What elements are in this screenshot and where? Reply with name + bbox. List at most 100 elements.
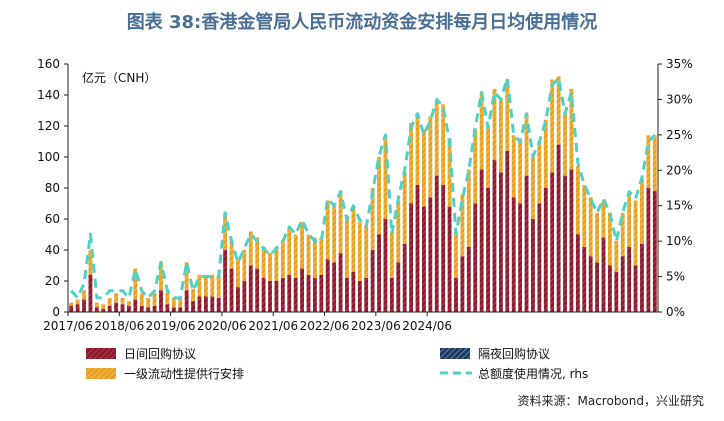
bar-term-59	[447, 138, 452, 207]
bar-term-77	[563, 113, 567, 176]
bar-intraday-90	[646, 188, 651, 312]
bar-intraday-73	[537, 203, 542, 312]
bar-intraday-6	[107, 305, 112, 312]
bar-intraday-26	[236, 287, 240, 312]
bar-intraday-14	[159, 290, 163, 312]
bar-term-75	[550, 79, 555, 173]
bar-intraday-20	[197, 296, 202, 312]
bar-term-16	[171, 298, 176, 308]
bar-intraday-22	[210, 296, 215, 312]
bar-intraday-89	[640, 243, 644, 312]
bar-intraday-44	[351, 271, 356, 312]
bar-term-91	[652, 135, 657, 192]
bar-intraday-35	[293, 277, 298, 312]
bar-term-68	[505, 79, 510, 151]
bar-intraday-91	[652, 191, 657, 312]
bar-term-32	[274, 246, 279, 281]
bar-term-52	[402, 172, 407, 244]
bar-intraday-56	[428, 197, 433, 312]
bar-intraday-69	[511, 197, 516, 312]
bar-term-7	[114, 293, 119, 303]
bar-term-29	[255, 237, 260, 269]
bar-term-9	[127, 301, 131, 306]
bar-intraday-9	[127, 305, 131, 312]
bar-intraday-48	[377, 234, 381, 312]
y2-tick-label-0: 0%	[666, 305, 685, 319]
bar-intraday-80	[582, 246, 587, 312]
bar-term-19	[191, 288, 195, 302]
bar-intraday-33	[280, 277, 285, 312]
bar-term-74	[543, 119, 548, 188]
x-tick-label-7: 2024/06	[402, 319, 452, 333]
legend-swatch-overnight	[440, 348, 470, 359]
legend: 日间回购协议 隔夜回购协议 一级流动性提供行安排 总额度使用情况, rhs	[86, 346, 588, 381]
bar-term-57	[434, 101, 439, 176]
bar-intraday-19	[191, 301, 195, 312]
bar-term-51	[396, 200, 401, 263]
bar-intraday-81	[588, 256, 593, 312]
bar-term-25	[229, 240, 234, 269]
y-tick-label-8: 160	[37, 57, 60, 71]
y2-tick-label-6: 30%	[666, 92, 693, 106]
bar-intraday-51	[396, 262, 401, 312]
bar-intraday-28	[248, 265, 253, 312]
bar-intraday-32	[274, 281, 279, 312]
bar-intraday-61	[460, 256, 465, 312]
bar-intraday-3	[88, 274, 93, 312]
bar-intraday-85	[614, 271, 619, 312]
bar-intraday-46	[364, 277, 369, 312]
bar-intraday-15	[165, 304, 170, 312]
bar-intraday-53	[409, 203, 414, 312]
x-tick-label-4: 2021/06	[248, 319, 298, 333]
bar-term-56	[428, 116, 433, 198]
bar-term-85	[614, 240, 619, 272]
legend-label-term: 一级流动性提供行安排	[124, 366, 244, 381]
bar-intraday-47	[370, 250, 375, 312]
bar-term-66	[492, 88, 497, 161]
bar-term-80	[582, 184, 587, 247]
y-tick-label-0: 0	[52, 305, 60, 319]
bar-term-60	[454, 231, 458, 278]
bar-term-76	[556, 76, 561, 145]
bar-intraday-16	[171, 307, 176, 312]
bar-term-42	[338, 191, 343, 254]
bar-intraday-83	[601, 237, 606, 312]
bar-term-33	[280, 240, 285, 278]
bar-intraday-59	[447, 206, 452, 312]
bar-intraday-17	[178, 307, 183, 312]
y-tick-label-2: 40	[45, 243, 60, 257]
y2-tick-label-2: 10%	[666, 234, 693, 248]
bar-intraday-13	[152, 305, 157, 312]
bar-intraday-24	[223, 250, 228, 312]
bar-intraday-1	[75, 304, 80, 312]
bar-term-82	[595, 212, 599, 263]
bar-intraday-49	[383, 219, 388, 312]
bar-term-4	[94, 302, 99, 308]
bar-term-35	[293, 234, 298, 278]
bar-intraday-29	[255, 268, 260, 312]
bar-intraday-67	[498, 172, 503, 312]
bar-intraday-4	[94, 307, 99, 312]
y2-tick-label-1: 5%	[666, 270, 685, 284]
bar-term-47	[370, 188, 375, 250]
bar-term-31	[268, 253, 272, 281]
bar-term-28	[248, 231, 253, 266]
bar-term-90	[646, 135, 651, 188]
bar-intraday-27	[242, 281, 247, 312]
bar-intraday-5	[101, 308, 106, 312]
bar-intraday-38	[312, 277, 317, 312]
bar-intraday-2	[82, 299, 86, 312]
bar-intraday-77	[563, 175, 567, 312]
bar-intraday-57	[434, 175, 439, 312]
bar-intraday-71	[524, 175, 529, 312]
bar-term-3	[88, 250, 93, 275]
bar-intraday-43	[345, 277, 349, 312]
bar-term-37	[306, 234, 311, 275]
bar-term-86	[620, 212, 625, 257]
bar-intraday-76	[556, 144, 561, 312]
bar-term-13	[152, 293, 157, 306]
bar-term-20	[197, 274, 202, 297]
y-tick-label-5: 100	[37, 150, 60, 164]
bar-intraday-34	[287, 274, 292, 312]
bar-intraday-52	[402, 243, 407, 312]
